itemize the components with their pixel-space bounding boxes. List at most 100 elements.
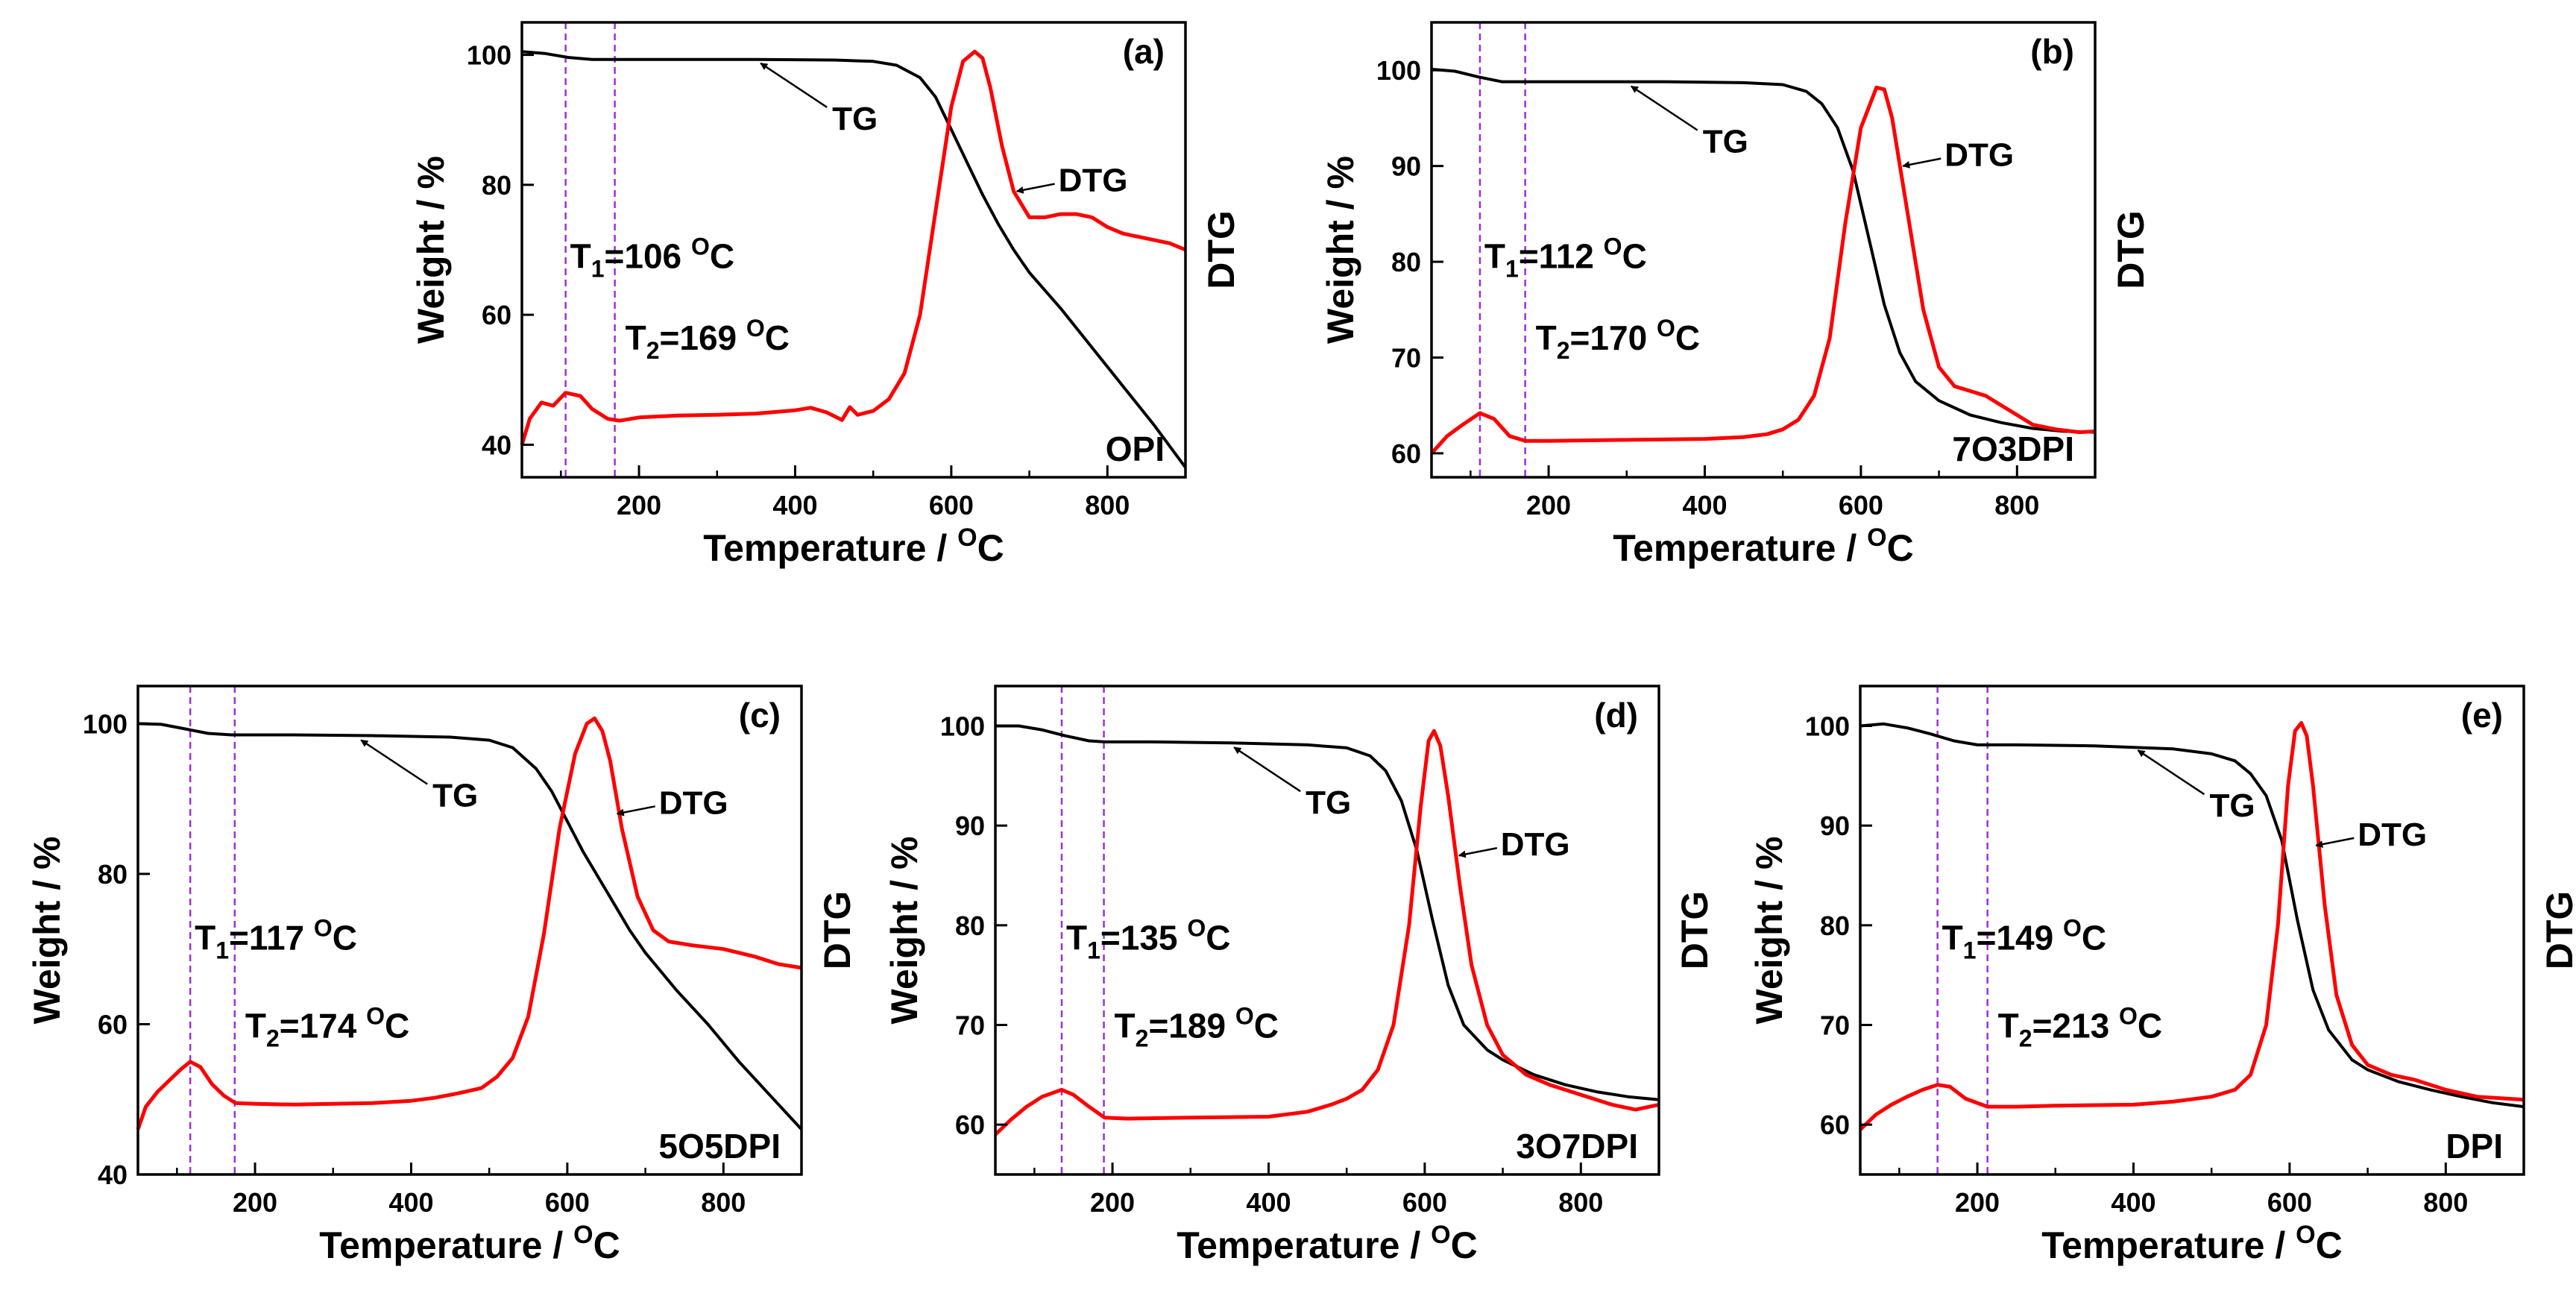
dtg-series-line [1430,85,2096,455]
x-tick-label: 400 [772,490,817,520]
x-tick-label: 400 [1682,490,1727,520]
y2-axis-label: DTG [816,891,858,970]
plot-frame [520,21,1187,479]
y-tick-label: 80 [1391,247,1421,277]
plot-frame [1859,685,2525,1176]
tg-label: TG [1703,124,1748,160]
x-tick-label: 600 [929,490,974,520]
y-tick-label: 40 [482,430,511,460]
x-axis-label: Temperature / OC [703,523,1004,569]
y-tick-label: 70 [955,1010,985,1040]
panel-0: 200 400 600 800 40 60 80 100 Temperature / OC Wei… [410,21,1242,569]
y-tick-label: 80 [98,859,127,890]
tg-label: TG [832,101,878,137]
x-tick-label: 800 [1085,490,1130,520]
panel-2: 200 400 600 800 40 60 80 100 Temperature / OC Wei… [26,685,858,1266]
t2-annotation: T2=174 OC [245,1003,409,1052]
t2-annotation: T2=189 OC [1115,1003,1279,1052]
t1-annotation: T1=106 OC [570,233,734,282]
y-tick-label: 90 [1820,811,1850,841]
t2-annotation: T2=170 OC [1536,315,1700,364]
y-tick-label: 40 [98,1160,127,1190]
dtg-series-line [1859,721,2525,1131]
x-axis-label: Temperature / OC [2041,1221,2342,1266]
panel-letter: (e) [2461,696,2503,735]
tg-arrow [2137,749,2205,796]
x-tick-label: 200 [1955,1187,2000,1218]
y-tick-label: 60 [1820,1110,1850,1140]
x-tick-label: 600 [1839,490,1883,520]
x-tick-label: 200 [1526,490,1571,520]
dtg-arrow [2315,837,2355,849]
y-tick-label: 60 [98,1009,127,1039]
plot-frame [1430,21,2097,479]
y-tick-label: 60 [1391,438,1421,469]
y2-axis-label: DTG [1200,210,1242,289]
panel-letter: (a) [1123,32,1165,71]
dtg-arrow [1458,847,1498,858]
plot-frame [136,685,803,1176]
x-tick-label: 200 [233,1187,277,1218]
y-tick-label: 90 [1391,151,1421,182]
panel-4: 200 400 600 800 60 70 80 90 100 Temperature / OC W… [1748,685,2576,1266]
y-tick-label: 80 [955,910,985,941]
dtg-arrow [616,805,655,817]
dtg-series-line [136,716,802,1130]
tg-series-line [1859,722,2525,1109]
sample-name: DPI [2446,1127,2503,1166]
x-tick-label: 800 [701,1187,746,1218]
tg-label: TG [2209,787,2255,824]
sample-name: 3O7DPI [1516,1127,1638,1166]
y2-axis-label: DTG [1674,891,1716,970]
y-axis-label: Weight / % [1748,837,1790,1025]
y-tick-label: 60 [955,1110,985,1140]
t1-annotation: T1=135 OC [1066,915,1230,964]
tg-series-line [521,50,1187,469]
y-tick-label: 80 [482,170,511,201]
y2-axis-label: DTG [2539,891,2576,970]
x-tick-label: 800 [1994,490,2039,520]
tg-arrow [1630,85,1698,131]
y-axis-label: Weight / % [884,837,925,1025]
dtg-label: DTG [2358,817,2427,853]
plot-frame [994,685,1660,1176]
panel-letter: (d) [1594,696,1638,735]
x-axis-label: Temperature / OC [319,1221,620,1266]
y-tick-label: 60 [482,300,511,330]
y-tick-label: 70 [1820,1010,1850,1040]
dtg-label: DTG [1501,826,1570,863]
t1-annotation: T1=112 OC [1484,233,1647,282]
panel-letter: (b) [2030,32,2074,71]
sample-name: OPI [1106,430,1165,468]
y-tick-label: 100 [467,40,511,71]
x-axis-label: Temperature / OC [1613,523,1913,569]
dtg-series-line [520,49,1186,446]
dtg-label: DTG [659,784,728,821]
y-tick-label: 100 [1805,711,1850,741]
tg-label: TG [1306,784,1351,821]
x-tick-label: 600 [545,1187,590,1218]
x-tick-label: 600 [2267,1187,2312,1218]
y-axis-label: Weight / % [26,837,68,1025]
tg-arrow [1233,746,1301,793]
dtg-arrow [1015,183,1055,194]
y2-axis-label: DTG [2110,210,2152,289]
panel-letter: (c) [739,696,781,735]
panel-3: 200 400 600 800 60 70 80 90 100 Temperature / OC W… [884,685,1716,1266]
y-tick-label: 70 [1391,342,1421,373]
sample-name: 5O5DPI [658,1127,781,1166]
tg-series-line [137,722,803,1130]
y-tick-label: 80 [1820,910,1850,941]
y-tick-label: 90 [955,811,985,841]
x-tick-label: 200 [1090,1187,1135,1218]
t2-annotation: T2=169 OC [626,315,790,364]
t2-annotation: T2=213 OC [1998,1003,2162,1052]
x-tick-label: 800 [2423,1187,2468,1218]
x-tick-label: 400 [2111,1187,2155,1218]
t1-annotation: T1=149 OC [1942,915,2106,964]
x-tick-label: 400 [1246,1187,1291,1218]
t1-annotation: T1=117 OC [195,915,357,964]
tg-series-line [995,724,1660,1101]
y-axis-label: Weight / % [1320,156,1361,344]
